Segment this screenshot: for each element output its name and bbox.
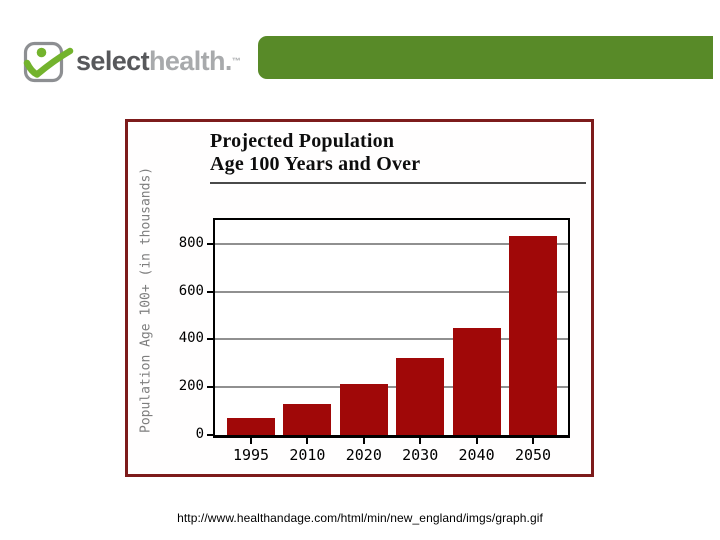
header-accent-bar — [258, 36, 713, 79]
bar-2050 — [509, 235, 557, 435]
y-tick-mark — [207, 242, 213, 245]
y-tick-mark — [207, 290, 213, 293]
title-underline — [210, 182, 586, 184]
bar-2040 — [452, 328, 501, 435]
bar-2010 — [283, 403, 332, 435]
logo-text-health: health. — [148, 46, 232, 76]
logo-text-select: select — [76, 46, 150, 76]
x-tick-mark — [362, 438, 365, 444]
y-tick-label: 400 — [178, 330, 204, 347]
x-tick-label: 2010 — [289, 446, 326, 464]
x-tick-label: 2040 — [458, 446, 495, 464]
checkmark-stroke — [23, 47, 74, 78]
bar-1995 — [227, 417, 275, 435]
y-tick-label: 0 — [195, 426, 204, 442]
x-tick-mark — [419, 438, 422, 444]
population-chart-image: Projected Population Age 100 Years and O… — [125, 119, 594, 477]
chart-title-line1: Projected Population — [210, 130, 395, 152]
logo-head-dot — [36, 47, 47, 58]
plot-area — [213, 218, 570, 438]
x-tick-mark — [306, 438, 309, 444]
chart-title-line2: Age 100 Years and Over — [210, 153, 421, 175]
gridline-400 — [215, 338, 568, 341]
x-tick-label: 1995 — [232, 446, 270, 464]
bar-2030 — [396, 357, 445, 435]
trademark-symbol: ™ — [231, 56, 241, 66]
x-tick-mark — [532, 438, 534, 444]
y-tick-mark — [207, 434, 213, 436]
x-tick-mark — [250, 438, 252, 444]
y-tick-label: 200 — [178, 378, 204, 395]
x-tick-label: 2030 — [402, 446, 439, 464]
y-tick-mark — [207, 338, 213, 341]
gridline-200 — [215, 386, 568, 389]
y-tick-label: 800 — [178, 234, 204, 251]
bar-2020 — [339, 383, 388, 435]
source-url: http://www.healthandage.com/html/min/new… — [177, 511, 543, 525]
y-tick-label: 600 — [178, 282, 204, 299]
chart-title: Projected Population Age 100 Years and O… — [210, 130, 420, 176]
gridline-800 — [215, 242, 568, 245]
y-tick-mark — [207, 386, 213, 389]
x-tick-mark — [475, 438, 478, 444]
x-tick-label: 2050 — [514, 446, 552, 464]
gridline-600 — [215, 290, 568, 293]
x-tick-label: 2020 — [345, 446, 382, 464]
logo-wordmark: selecthealth.™ — [76, 46, 241, 77]
selecthealth-check-icon — [23, 41, 74, 83]
